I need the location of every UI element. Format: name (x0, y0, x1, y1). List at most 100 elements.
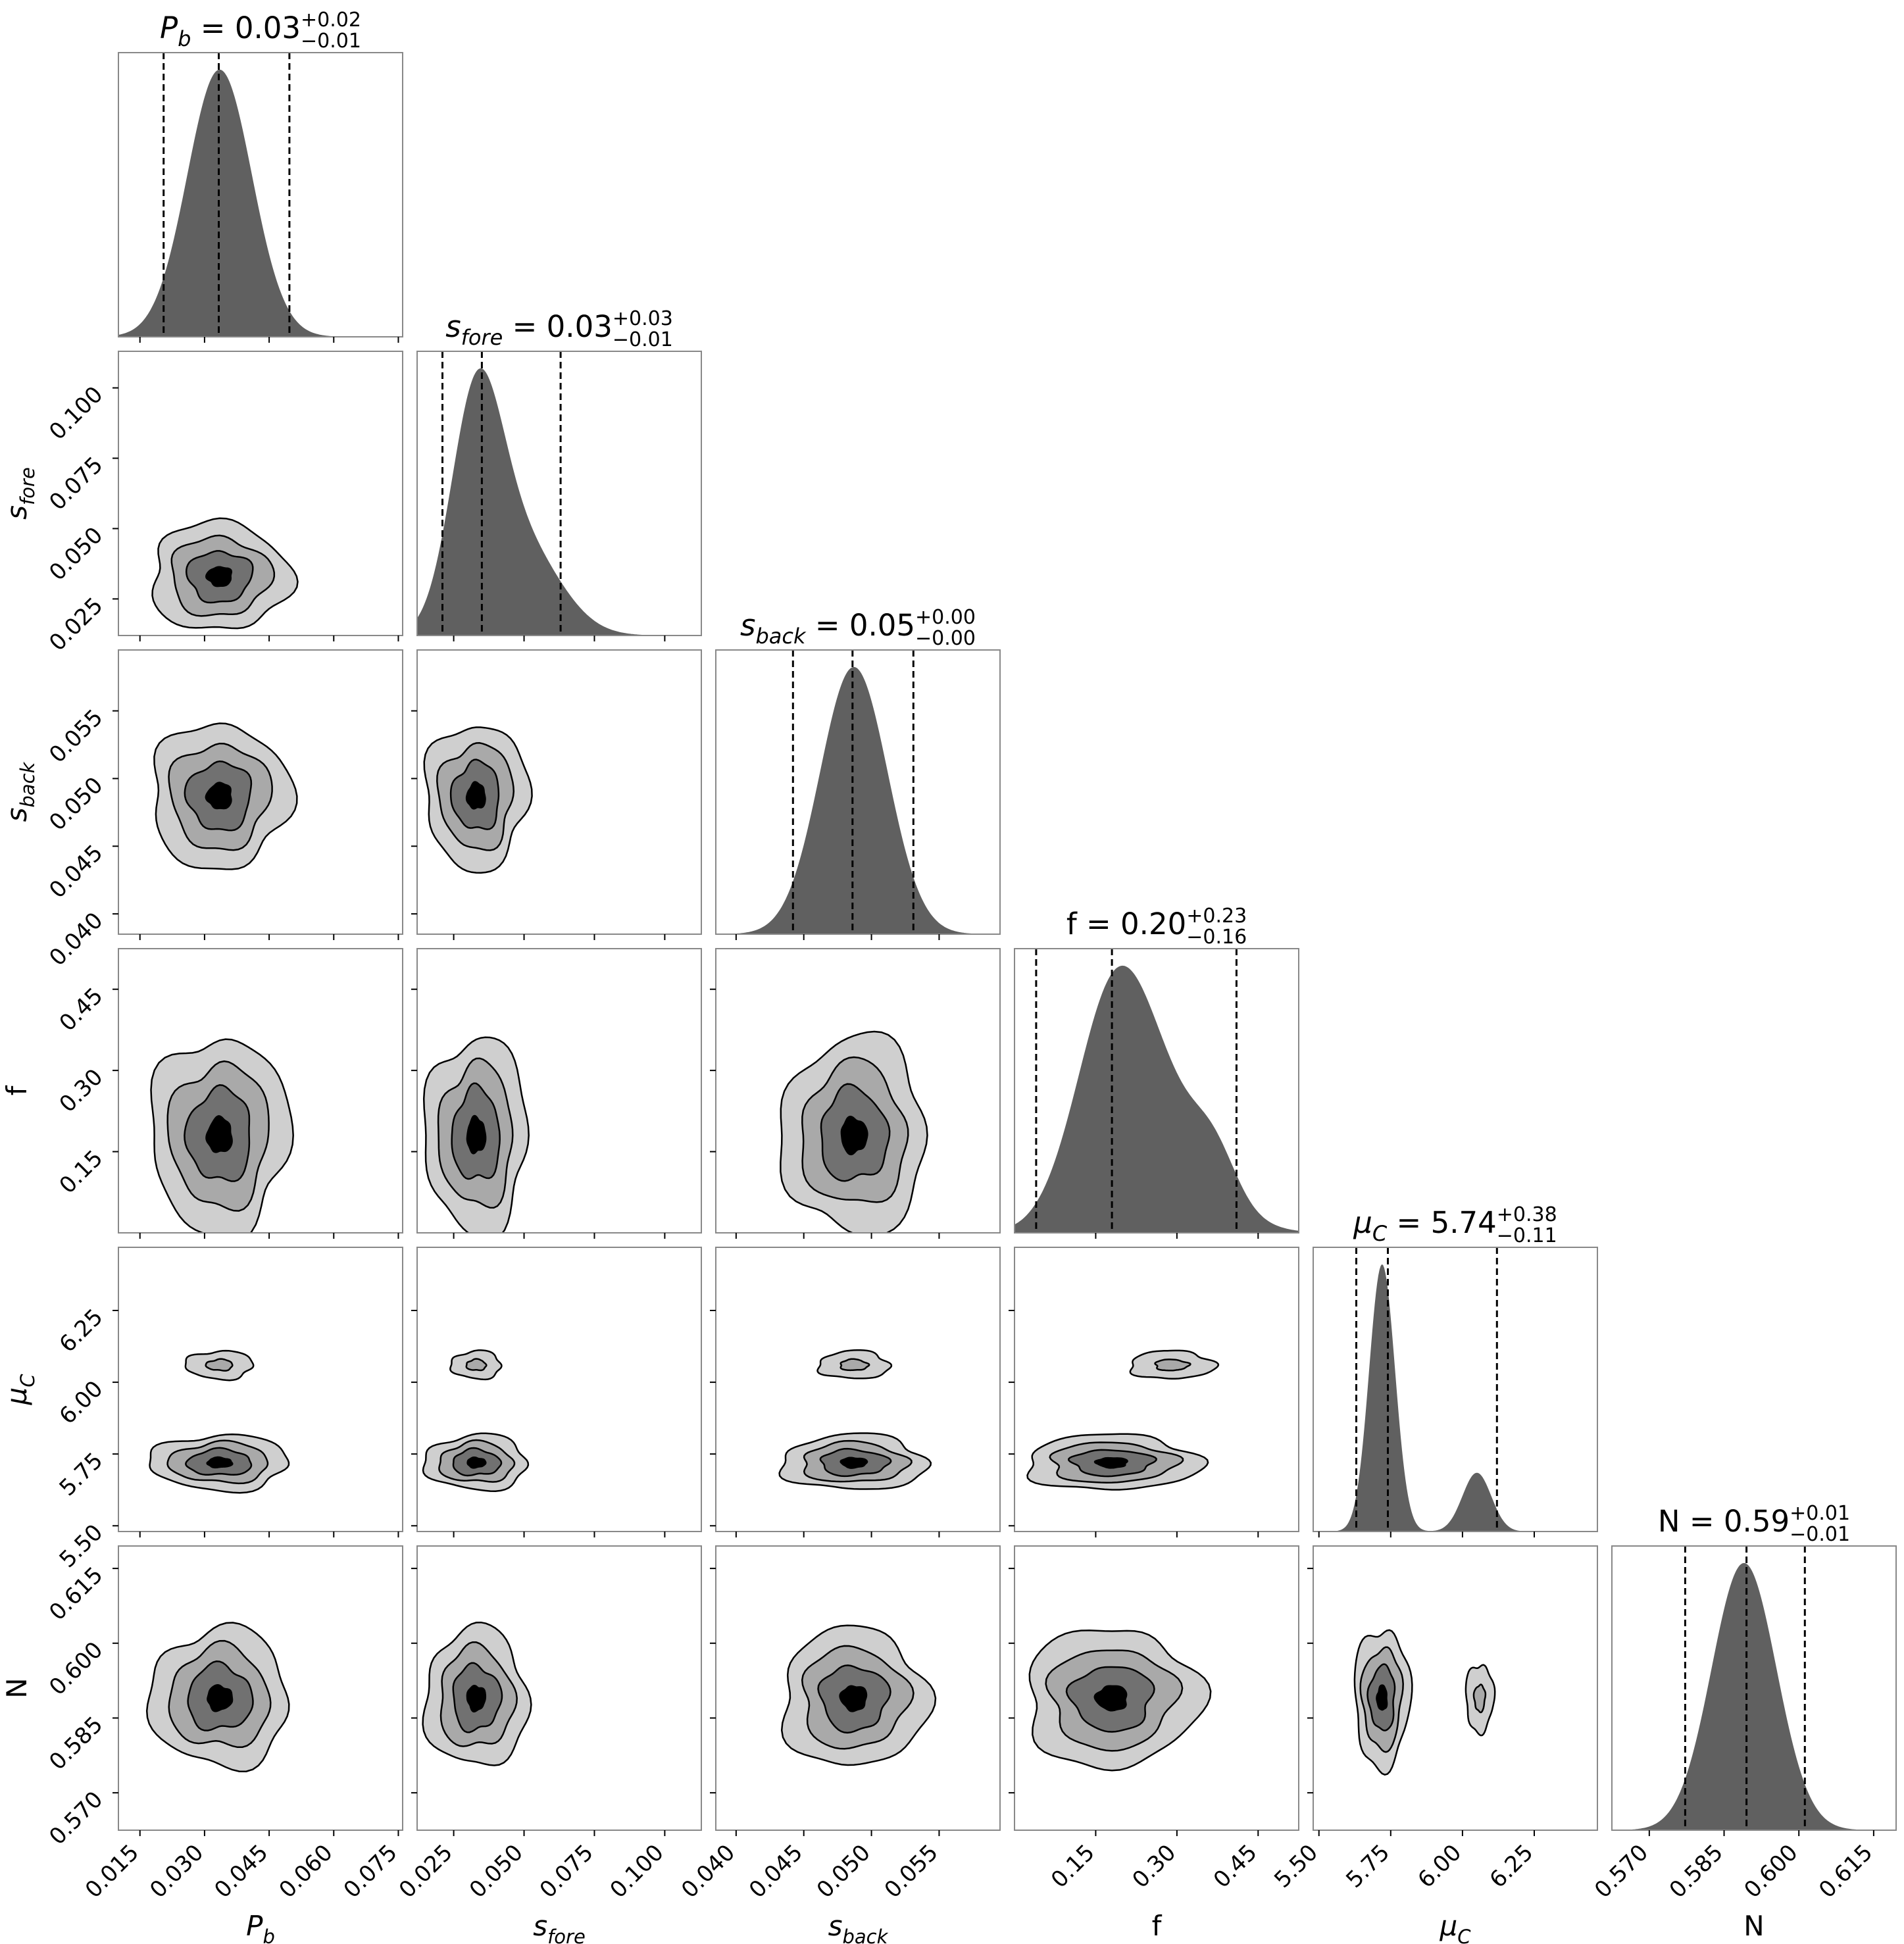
x-tick-label: 0.30 (1127, 1839, 1181, 1893)
marginal-hist (417, 368, 701, 636)
x-tick-label: 0.600 (1739, 1839, 1803, 1903)
x-tick-label: 0.040 (676, 1839, 740, 1903)
density-contour (206, 1456, 234, 1469)
panel-frame (1014, 948, 1299, 1234)
panel-frame (118, 1545, 403, 1831)
y-axis-label: μC (1, 1374, 39, 1406)
param-symbol: s (533, 1910, 547, 1942)
param-symbol: μ (1440, 1910, 1458, 1942)
x-axis-label: sback (828, 1910, 889, 1944)
y-tick-label: 0.050 (44, 772, 108, 835)
marginal-hist (118, 69, 403, 337)
marginal-title-5: N = 0.59+0.01 (1658, 1502, 1850, 1539)
marginal-hist (1612, 1562, 1896, 1830)
panel-frame (416, 948, 702, 1234)
median-value: 0.05 (849, 608, 915, 643)
panel-frame (1313, 1247, 1598, 1532)
density-contour (839, 1457, 868, 1469)
density-contour (1093, 1685, 1128, 1712)
y-tick-label: 5.75 (55, 1447, 109, 1501)
param-subscript: C (16, 1374, 39, 1387)
param-subscript: back (842, 1926, 888, 1944)
y-axis-label: sback (1, 761, 39, 822)
y-tick-label: 0.15 (55, 1145, 109, 1199)
x-tick-label: 6.00 (1413, 1839, 1466, 1893)
marginal-panel-0: Pb = 0.03+0.02−0.01 (118, 9, 403, 343)
marginal-panel-5: N = 0.59+0.01−0.01 (1611, 1502, 1897, 1836)
panel-frame (715, 649, 1001, 935)
x-axis-label-4: μC (1440, 1910, 1472, 1944)
panel-frame (715, 1247, 1001, 1532)
lower-error: −0.11 (1497, 1224, 1557, 1247)
joint-panel-1-2 (411, 649, 702, 940)
y-axis-label-2: sback (1, 761, 39, 822)
upper-error: +0.03 (613, 307, 673, 330)
lower-error: −0.16 (1186, 926, 1247, 949)
marginal-title-0: Pb = 0.03+0.02 (160, 9, 361, 51)
y-tick-label: 0.055 (44, 705, 108, 768)
y-axis-label: f (1, 1085, 33, 1095)
y-tick-label: 0.025 (44, 592, 108, 656)
y-tick-label: 0.570 (44, 1786, 108, 1850)
y-axis-label: sfore (1, 467, 39, 520)
joint-panel-0-5 (113, 1545, 403, 1836)
panel-frame (1611, 1545, 1897, 1831)
param-symbol: μ (1, 1387, 33, 1406)
marginal-hist (716, 666, 1000, 934)
density-contour (205, 1115, 233, 1153)
upper-error: +0.23 (1186, 905, 1247, 928)
marginal-title-2: sback = 0.05+0.00 (740, 606, 976, 649)
param-subscript: C (1457, 1926, 1471, 1944)
panel-frame (118, 351, 403, 636)
density-contour (466, 1456, 487, 1469)
marginal-title-3: f = 0.20+0.23 (1066, 905, 1247, 941)
y-tick-label: 0.30 (55, 1064, 109, 1118)
lower-error: −0.01 (613, 328, 673, 351)
lower-error: −0.01 (1790, 1523, 1850, 1546)
param-subscript: b (263, 1926, 274, 1944)
param-symbol: N (1658, 1504, 1680, 1539)
panel-frame (118, 649, 403, 935)
density-contour (465, 1358, 488, 1372)
x-tick-label: 0.615 (1814, 1839, 1878, 1903)
y-axis-label-5: N (1, 1678, 33, 1698)
x-axis-label-2: sback (828, 1910, 889, 1944)
marginal-panel-4: μC = 5.74+0.38−0.11 (1313, 1203, 1598, 1537)
joint-panel-1-5 (411, 1545, 702, 1836)
x-axis-label: sfore (533, 1910, 586, 1944)
median-value: 5.74 (1431, 1205, 1497, 1240)
density-contour (205, 1358, 234, 1372)
y-axis-label-3: f (1, 1085, 33, 1095)
x-tick-label: 0.570 (1590, 1839, 1653, 1903)
median-value: 0.03 (235, 11, 301, 45)
joint-panel-0-3 (113, 948, 403, 1239)
param-subscript: fore (16, 467, 39, 505)
density-contour (1093, 1457, 1128, 1469)
param-symbol: μ (1353, 1205, 1372, 1240)
density-contour (839, 1358, 870, 1372)
x-axis-label: f (1152, 1910, 1163, 1942)
y-tick-label: 0.585 (44, 1712, 108, 1776)
y-tick-label: 6.00 (55, 1376, 109, 1430)
median-value: 0.03 (547, 309, 613, 344)
x-tick-label: 6.25 (1485, 1839, 1539, 1893)
param-symbol: f (1152, 1910, 1163, 1942)
param-subscript: fore (547, 1926, 586, 1944)
median-value: 0.59 (1724, 1504, 1790, 1539)
param-symbol: s (1, 505, 33, 520)
param-subscript: back (755, 624, 807, 649)
x-axis-label: μC (1440, 1910, 1472, 1944)
x-axis-label: N (1743, 1910, 1764, 1942)
panel-frame (715, 948, 1001, 1234)
lower-error: −0.00 (915, 627, 976, 650)
joint-panel-0-1 (113, 351, 403, 641)
lower-error: −0.01 (301, 30, 361, 53)
joint-panel-3-5 (1009, 1545, 1299, 1836)
y-axis-label: N (1, 1678, 33, 1698)
y-tick-label: 0.075 (44, 452, 108, 516)
param-symbol: P (160, 11, 178, 45)
panel-frame (118, 1247, 403, 1532)
x-tick-label: 5.75 (1341, 1839, 1395, 1893)
param-subscript: C (1372, 1221, 1388, 1246)
panel-frame (118, 948, 403, 1234)
